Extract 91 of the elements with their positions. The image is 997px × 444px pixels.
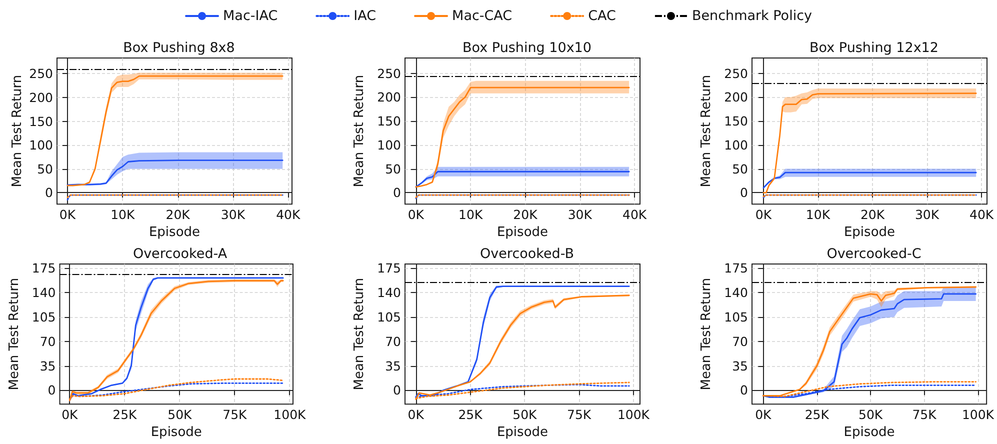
x-tick-label: 50K	[168, 407, 193, 422]
y-tick-label: 175	[377, 260, 401, 276]
y-tick-label: 70	[385, 334, 402, 349]
y-tick-label: 175	[32, 260, 56, 276]
x-tick-label: 10K	[806, 207, 831, 222]
y-tick-label: 200	[29, 90, 54, 105]
x-tick-label: 75K	[222, 407, 248, 422]
y-tick-label: 100	[724, 137, 748, 152]
x-axis-title: Episode	[496, 225, 548, 240]
x-tick-label: 0K	[755, 207, 772, 222]
x-tick-label: 0K	[408, 407, 425, 422]
y-tick-label: 250	[377, 66, 402, 81]
y-tick-label: 35	[385, 358, 401, 374]
x-tick-label: 30K	[220, 207, 246, 222]
x-tick-label: 10K	[458, 207, 484, 222]
y-tick-label: 150	[377, 114, 402, 129]
y-tick-label: 0	[45, 185, 54, 200]
x-tick-label: 20K	[860, 207, 886, 222]
y-tick-label: 0	[48, 382, 56, 398]
y-tick-label: 105	[724, 309, 748, 324]
chart-title: Overcooked-A	[132, 246, 228, 262]
y-tick-label: 140	[32, 285, 56, 300]
y-tick-label: 175	[724, 260, 748, 276]
y-tick-label: 70	[40, 334, 56, 349]
y-tick-label: 140	[724, 285, 748, 300]
x-tick-label: 0K	[59, 207, 76, 222]
x-tick-label: 0K	[755, 407, 772, 422]
x-axis-title: Episode	[150, 425, 202, 440]
x-tick-label: 0K	[62, 407, 79, 422]
y-tick-label: 0	[393, 382, 402, 398]
x-tick-label: 25K	[112, 407, 138, 422]
y-tick-label: 200	[377, 90, 402, 105]
x-tick-label: 50K	[858, 407, 884, 422]
y-tick-label: 50	[385, 161, 402, 176]
line-series	[66, 160, 284, 186]
y-tick-label: 150	[29, 114, 54, 129]
x-axis-title: Episode	[148, 225, 200, 240]
y-tick-label: 200	[724, 90, 748, 105]
x-tick-label: 20K	[513, 207, 538, 222]
x-tick-label: 75K	[912, 407, 938, 422]
legend-label: CAC	[588, 8, 616, 24]
chart-title: Box Pushing 12x12	[810, 40, 938, 56]
y-axis-title: Mean Test Return	[699, 74, 714, 188]
x-tick-label: 25K	[804, 407, 830, 422]
x-tick-label: 20K	[166, 207, 191, 222]
y-tick-label: 250	[29, 66, 54, 82]
x-tick-label: 100K	[617, 407, 650, 422]
x-axis-title: Episode	[844, 425, 895, 440]
x-tick-label: 40K	[276, 207, 301, 222]
y-axis-title: Mean Test Return	[10, 74, 25, 188]
y-tick-label: 150	[724, 114, 748, 129]
legend-label: IAC	[354, 8, 376, 24]
y-axis-title: Mean Test Return	[352, 278, 368, 390]
x-tick-label: 50K	[512, 407, 538, 422]
y-tick-label: 105	[32, 309, 56, 324]
x-tick-label: 100K	[274, 407, 307, 422]
y-tick-label: 70	[732, 334, 748, 349]
y-tick-label: 105	[377, 309, 401, 324]
y-tick-label: 100	[377, 137, 402, 152]
legend-label: Mac-IAC	[223, 8, 278, 24]
x-tick-label: 100K	[962, 407, 995, 422]
y-tick-label: 0	[393, 185, 402, 200]
y-tick-label: 100	[29, 138, 54, 153]
legend-label: Mac-CAC	[452, 8, 512, 24]
chart-title: Box Pushing 10x10	[462, 40, 592, 56]
y-tick-label: 50	[732, 161, 748, 176]
x-tick-label: 75K	[567, 407, 592, 422]
x-tick-label: 30K	[914, 207, 940, 222]
y-axis-title: Mean Test Return	[7, 278, 22, 390]
x-tick-label: 40K	[622, 207, 648, 222]
chart-title: Overcooked-C	[826, 246, 922, 262]
x-tick-label: 0K	[408, 207, 425, 222]
x-axis-title: Episode	[496, 425, 548, 440]
y-tick-label: 250	[724, 66, 748, 81]
y-tick-label: 35	[40, 358, 56, 374]
x-tick-label: 25K	[458, 407, 484, 422]
y-tick-label: 35	[732, 358, 748, 374]
x-axis-title: Episode	[844, 225, 896, 240]
chart-title: Overcooked-B	[480, 246, 574, 262]
y-axis-title: Mean Test Return	[352, 74, 368, 188]
y-axis-title: Mean Test Return	[699, 278, 714, 390]
legend-label: Benchmark Policy	[692, 8, 812, 24]
y-tick-label: 0	[740, 382, 748, 398]
x-tick-label: 10K	[110, 207, 136, 222]
y-tick-label: 0	[740, 185, 748, 200]
line-series	[415, 170, 630, 188]
y-tick-label: 140	[377, 285, 402, 300]
chart-title: Box Pushing 8x8	[123, 40, 235, 56]
x-tick-label: 30K	[568, 207, 593, 222]
y-tick-label: 50	[37, 161, 54, 176]
x-tick-label: 40K	[969, 207, 994, 222]
